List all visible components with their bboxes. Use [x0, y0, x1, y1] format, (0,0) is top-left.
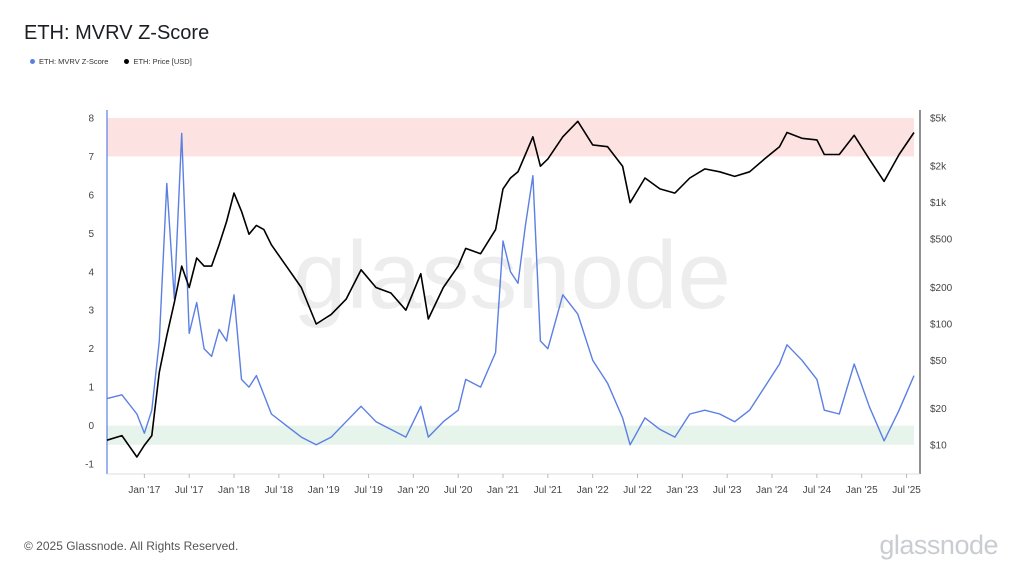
y-right-tick-label: $5k	[930, 114, 947, 125]
y-right-tick-label: $1k	[930, 198, 947, 209]
x-tick-label: Jan '21	[487, 485, 519, 496]
x-tick-label: Jul '23	[713, 485, 742, 496]
y-left-tick-label: 0	[88, 421, 94, 432]
x-tick-label: Jan '22	[577, 485, 609, 496]
legend-dot-price	[124, 59, 130, 64]
zone-low	[107, 425, 914, 445]
legend-item-zscore[interactable]: ETH: MVRV Z-Score	[30, 57, 108, 66]
y-left-tick-label: -1	[85, 460, 94, 471]
x-tick-label: Jul '18	[265, 485, 294, 496]
zone-high	[107, 118, 914, 157]
x-tick-label: Jul '25	[892, 485, 921, 496]
y-left-tick-label: 2	[88, 344, 94, 355]
y-left-tick-label: 4	[88, 267, 94, 278]
x-tick-label: Jan '23	[666, 485, 698, 496]
brand-logo: glassnode	[879, 530, 998, 560]
series-line-eth-price[interactable]	[106, 120, 915, 458]
x-tick-label: Jul '24	[803, 485, 832, 496]
copyright-text: © 2025 Glassnode. All Rights Reserved.	[24, 539, 239, 553]
y-right-tick-label: $50	[930, 356, 947, 367]
legend-dot-zscore	[30, 59, 35, 64]
y-left-tick-label: 5	[88, 229, 94, 240]
x-tick-label: Jan '18	[218, 485, 250, 496]
y-left-tick-label: 3	[88, 306, 94, 317]
x-tick-label: Jan '19	[308, 485, 340, 496]
x-tick-label: Jul '19	[354, 485, 383, 496]
legend-item-price[interactable]: ETH: Price [USD]	[124, 57, 192, 66]
y-left-tick-label: 6	[88, 190, 94, 201]
y-right-tick-label: $500	[930, 235, 953, 246]
y-right-tick-label: $200	[930, 283, 953, 294]
x-tick-label: Jan '25	[846, 485, 878, 496]
legend-label-price: ETH: Price [USD]	[133, 57, 192, 66]
chart-legend: ETH: MVRV Z-Score ETH: Price [USD]	[30, 57, 192, 66]
y-left-tick-label: 7	[88, 152, 94, 163]
y-right-tick-label: $10	[930, 441, 947, 452]
x-tick-label: Jan '20	[397, 485, 429, 496]
chart-title: ETH: MVRV Z-Score	[24, 22, 210, 44]
series-line-mvrv-zscore[interactable]	[106, 132, 915, 446]
y-right-tick-label: $100	[930, 319, 953, 330]
x-tick-label: Jan '17	[128, 485, 160, 496]
x-tick-label: Jul '22	[623, 485, 652, 496]
x-tick-label: Jan '24	[756, 485, 788, 496]
y-left-tick-label: 1	[88, 383, 94, 394]
y-left-tick-label: 8	[88, 114, 94, 125]
y-right-tick-label: $2k	[930, 162, 947, 173]
x-tick-label: Jul '20	[444, 485, 473, 496]
y-right-tick-label: $20	[930, 404, 947, 415]
legend-label-zscore: ETH: MVRV Z-Score	[39, 57, 109, 66]
x-tick-label: Jul '21	[534, 485, 563, 496]
x-tick-label: Jul '17	[175, 485, 204, 496]
